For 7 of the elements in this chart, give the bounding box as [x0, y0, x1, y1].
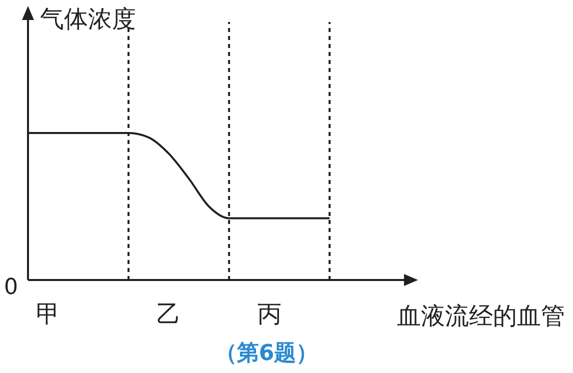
x-axis-title: 血液流经的血管 — [397, 302, 565, 330]
x-tick-label: 乙 — [156, 300, 181, 328]
x-tick-label: 丙 — [257, 300, 282, 328]
y-axis-title: 气体浓度 — [40, 5, 136, 33]
text: （第6题） — [214, 341, 318, 366]
x-tick-label: 甲 — [36, 300, 60, 328]
text: 0 — [4, 275, 18, 300]
